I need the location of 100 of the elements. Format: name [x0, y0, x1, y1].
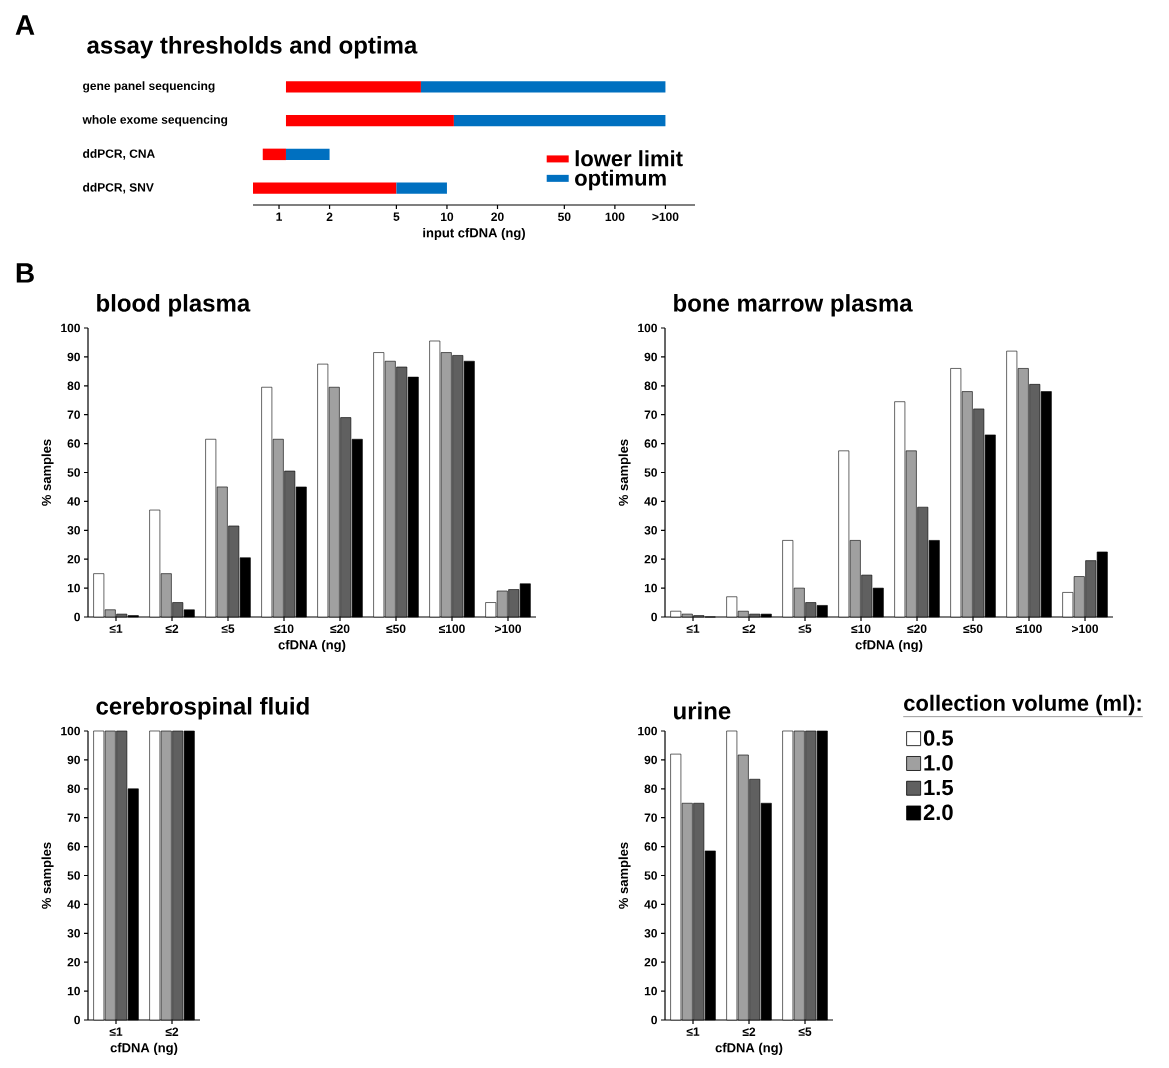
x-axis-title: cfDNA (ng): [110, 1042, 178, 1055]
x-tick-label: ≤100: [438, 624, 465, 634]
y-tick-label: 60: [67, 439, 80, 448]
x-tick-label: ≤20: [330, 624, 350, 634]
y-tick-label: 60: [644, 439, 657, 448]
y-tick-label: 10: [67, 583, 80, 593]
legend-label: 2.0: [923, 804, 953, 821]
y-tick-label: ddPCR, CNA: [83, 149, 155, 160]
y-tick-label: 70: [644, 410, 657, 419]
y-tick-label: 50: [67, 871, 80, 880]
y-tick-label: 0: [74, 612, 80, 622]
y-tick-label: 70: [67, 813, 80, 822]
y-axis-title: % samples: [41, 439, 54, 506]
y-tick-label: 60: [67, 842, 80, 851]
y-tick-label: 50: [644, 468, 657, 477]
x-tick-label: ≤2: [742, 624, 756, 633]
y-tick-label: 80: [644, 784, 657, 794]
x-tick-label: ≤2: [165, 1027, 179, 1036]
legend-title: collection volume (ml):: [904, 694, 1141, 716]
chart-title: bone marrow plasma: [674, 294, 913, 317]
bar: [285, 148, 330, 161]
y-axis-title: % samples: [618, 439, 631, 506]
x-tick-label: >100: [494, 624, 522, 634]
y-tick-label: 90: [644, 755, 657, 765]
x-axis-title: cfDNA (ng): [855, 639, 923, 653]
y-tick-label: 100: [638, 726, 657, 736]
x-tick-label: ≤50: [386, 624, 406, 634]
y-tick-label: 70: [644, 813, 657, 822]
bar: [285, 81, 421, 93]
y-tick-label: 0: [651, 612, 657, 622]
bar: [453, 114, 666, 127]
x-tick-label: ≤100: [1015, 624, 1042, 634]
x-tick-label: ≤2: [742, 1027, 756, 1036]
x-tick-label: ≤10: [851, 624, 871, 634]
y-tick-label: 80: [67, 381, 80, 391]
x-tick-label: 2: [326, 212, 333, 221]
y-tick-label: 80: [644, 381, 657, 391]
y-tick-label: 30: [644, 929, 657, 938]
x-tick-label: ≤1: [109, 624, 123, 633]
text: B: [16, 263, 34, 283]
chart-title: blood plasma: [97, 294, 251, 317]
x-tick-label: 20: [491, 212, 504, 222]
y-tick-label: 10: [644, 986, 657, 996]
chart-title: urine: [674, 701, 731, 720]
x-tick-label: ≤2: [165, 624, 179, 633]
x-tick-label: >100: [1072, 624, 1099, 634]
y-tick-label: 40: [644, 497, 657, 506]
x-tick-label: ≤1: [686, 624, 700, 633]
x-tick-label: ≤5: [798, 1027, 812, 1036]
x-tick-label: ≤10: [274, 624, 294, 634]
bar: [285, 114, 454, 127]
y-tick-label: 20: [644, 554, 657, 564]
y-tick-label: 50: [644, 871, 657, 880]
y-tick-label: 100: [61, 323, 80, 333]
y-tick-label: ddPCR, SNV: [83, 182, 154, 194]
x-axis-title: input cfDNA (ng): [423, 227, 525, 241]
bar: [420, 81, 666, 93]
x-axis-title: cfDNA (ng): [715, 1042, 783, 1055]
bar: [396, 182, 447, 194]
y-tick-label: 90: [644, 352, 657, 362]
text: A: [15, 15, 35, 35]
y-tick-label: 100: [638, 323, 657, 333]
x-tick-label: 100: [605, 212, 625, 222]
legend-label: lower limit: [575, 150, 683, 167]
y-tick-label: 10: [644, 583, 657, 593]
y-tick-label: 20: [644, 957, 657, 967]
x-tick-label: 5: [393, 212, 400, 221]
x-axis-title: cfDNA (ng): [278, 639, 346, 653]
chart-title: cerebrospinal fluid: [96, 697, 309, 720]
y-tick-label: 80: [67, 784, 80, 794]
x-tick-label: ≤5: [798, 624, 812, 633]
y-tick-label: 70: [67, 410, 80, 419]
y-tick-label: 60: [644, 842, 657, 851]
y-tick-label: 100: [61, 726, 80, 736]
legend-label: 1.0: [924, 755, 953, 771]
x-tick-label: ≤1: [686, 1027, 700, 1036]
x-tick-label: ≤1: [109, 1027, 123, 1036]
y-tick-label: whole exome sequencing: [82, 115, 228, 127]
y-tick-label: gene panel sequencing: [83, 81, 215, 93]
y-axis-title: % samples: [41, 842, 54, 909]
y-tick-label: 40: [644, 900, 657, 909]
x-tick-label: ≤20: [907, 624, 927, 634]
y-tick-label: 20: [67, 957, 80, 967]
y-tick-label: 40: [67, 497, 80, 506]
legend-label: 1.5: [924, 779, 953, 796]
x-tick-label: >100: [652, 212, 679, 222]
y-tick-label: 40: [67, 900, 80, 909]
y-tick-label: 90: [67, 755, 80, 765]
y-tick-label: 30: [67, 526, 80, 535]
bar: [253, 182, 397, 194]
y-tick-label: 50: [67, 468, 80, 477]
y-tick-label: 30: [644, 526, 657, 535]
x-tick-label: ≤50: [963, 624, 983, 634]
legend-label: optimum: [575, 169, 666, 191]
x-tick-label: ≤5: [221, 624, 235, 633]
y-tick-label: 10: [67, 986, 80, 996]
chart-title: assay thresholds and optima: [87, 36, 418, 59]
x-tick-label: 1: [276, 212, 283, 221]
y-tick-label: 0: [74, 1015, 80, 1025]
y-axis-title: % samples: [618, 842, 631, 909]
